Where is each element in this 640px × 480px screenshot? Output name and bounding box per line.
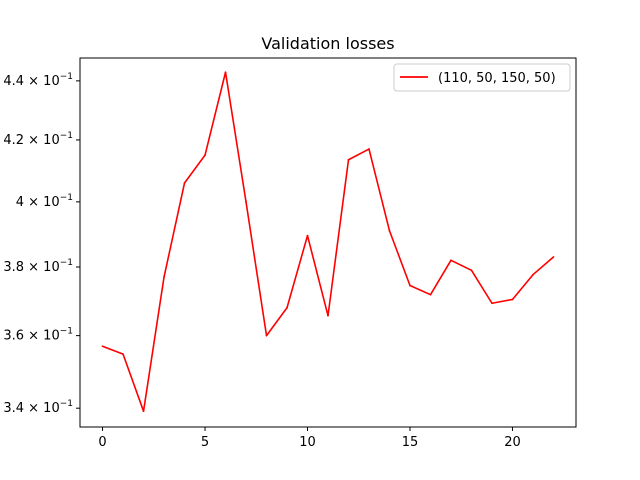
data-point	[101, 345, 104, 348]
legend-box	[393, 63, 571, 92]
y-tick-label: 4.2 × 10−1	[3, 131, 73, 148]
data-point	[450, 259, 452, 262]
data-point	[532, 273, 534, 276]
data-point	[204, 154, 206, 157]
data-point	[245, 200, 247, 203]
y-axis: 3.4 × 10−1 3.6 × 10−1 3.8 × 10−1 4 × 10−1 4.…	[3, 72, 80, 416]
y-tick-label: 4.4 × 10−1	[3, 72, 73, 89]
data-point	[429, 293, 432, 296]
data-point	[306, 234, 309, 237]
x-tick-label: 5	[201, 435, 209, 450]
y-tick-label: 3.6 × 10−1	[3, 327, 73, 344]
data-point	[286, 306, 288, 309]
data-point	[552, 256, 555, 258]
y-tick-label: 4 × 10−1	[16, 193, 73, 210]
data-point	[347, 158, 350, 161]
x-tick-label: 0	[98, 435, 106, 450]
x-tick-label: 15	[402, 435, 419, 450]
y-tick-label: 3.4 × 10−1	[3, 399, 73, 416]
x-axis: 0 5 10 15 20	[98, 427, 521, 450]
axes-frame	[79, 57, 577, 428]
data-point	[142, 410, 145, 413]
data-point	[183, 182, 186, 184]
data-point	[122, 353, 124, 355]
x-tick-label: 20	[504, 435, 521, 450]
data-point	[224, 71, 227, 74]
data-point	[163, 276, 165, 278]
data-point	[388, 229, 391, 232]
data-point	[368, 148, 370, 150]
series-layer	[101, 71, 555, 413]
data-point	[511, 298, 514, 301]
data-point	[265, 334, 268, 337]
chart-title: Validation losses	[261, 34, 394, 53]
data-point	[491, 302, 493, 305]
data-point	[327, 314, 329, 317]
data-point	[409, 284, 411, 287]
legend: (110, 50, 150, 50)	[393, 63, 571, 92]
y-tick-label: 3.8 × 10−1	[3, 258, 73, 275]
data-point	[470, 269, 473, 272]
legend-label: (110, 50, 150, 50)	[438, 71, 556, 86]
x-tick-label: 10	[299, 435, 316, 450]
